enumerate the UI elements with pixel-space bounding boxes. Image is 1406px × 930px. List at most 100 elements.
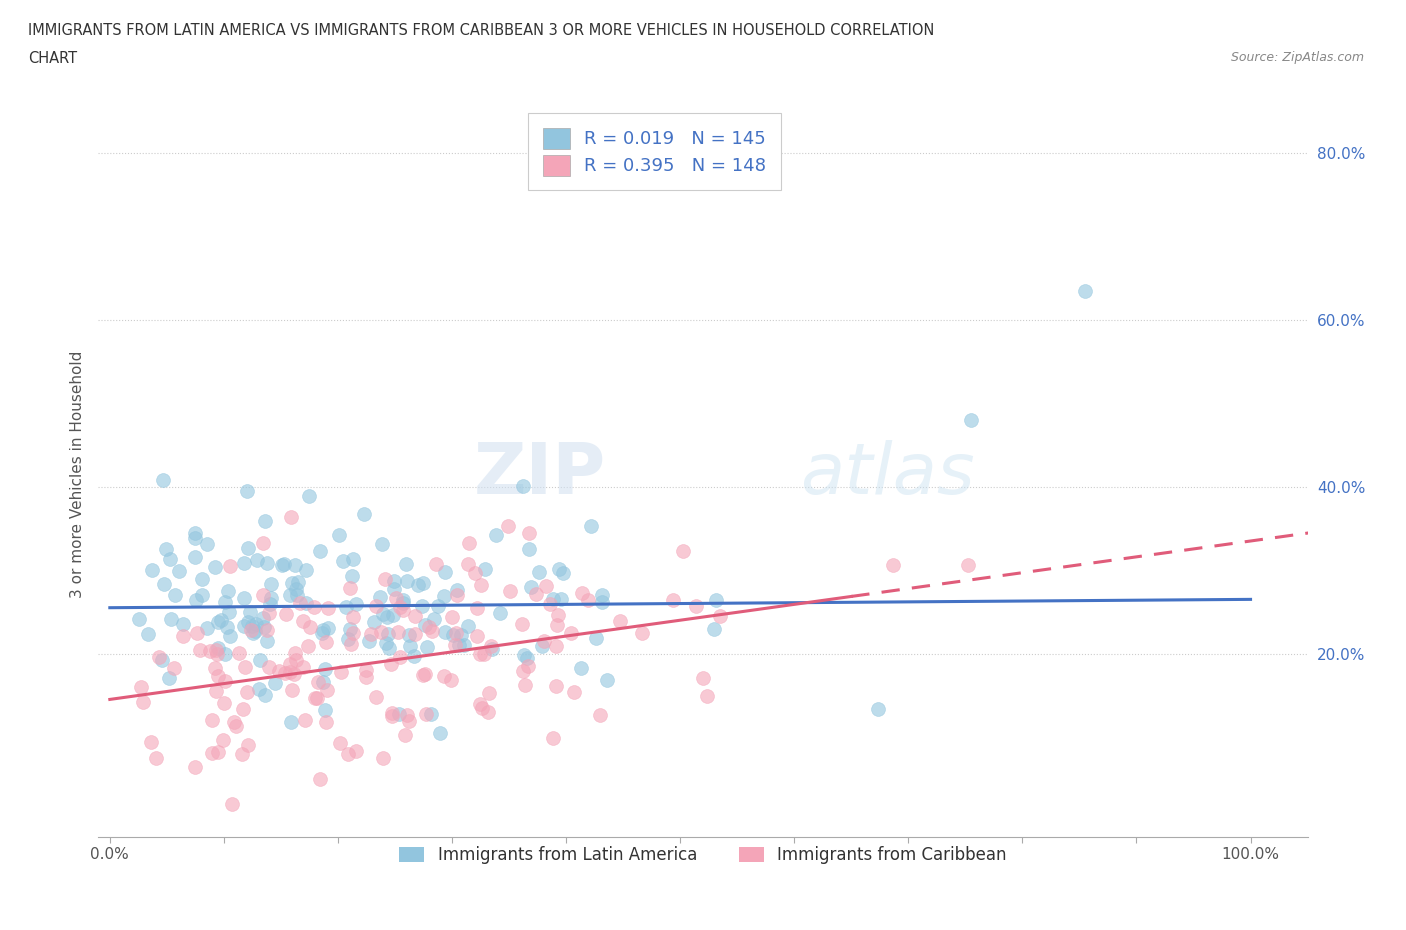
Point xyxy=(314,662,336,677)
Point xyxy=(254,688,277,703)
Point xyxy=(364,599,387,614)
Point xyxy=(245,624,267,639)
Point xyxy=(882,558,904,573)
Point xyxy=(562,684,585,699)
Point xyxy=(260,591,283,605)
Point xyxy=(387,625,409,640)
Point xyxy=(374,572,396,587)
Point xyxy=(441,610,464,625)
Point xyxy=(264,675,287,690)
Point xyxy=(423,611,446,626)
Point xyxy=(340,636,363,651)
Point xyxy=(581,519,603,534)
Point xyxy=(404,608,426,623)
Point xyxy=(294,712,316,727)
Point xyxy=(240,618,263,633)
Point xyxy=(672,543,695,558)
Point xyxy=(517,525,540,540)
Point xyxy=(256,556,278,571)
Point xyxy=(316,601,339,616)
Point xyxy=(388,707,411,722)
Point xyxy=(249,653,271,668)
Point xyxy=(377,627,399,642)
Point xyxy=(207,615,229,630)
Point xyxy=(696,688,718,703)
Point xyxy=(204,559,226,574)
Point xyxy=(278,588,301,603)
Text: ZIP: ZIP xyxy=(474,440,606,509)
Point xyxy=(198,644,221,658)
Point xyxy=(278,664,301,679)
Point xyxy=(516,658,538,673)
Point xyxy=(273,556,295,571)
Point xyxy=(276,607,298,622)
Point xyxy=(217,619,239,634)
Text: Source: ZipAtlas.com: Source: ZipAtlas.com xyxy=(1230,51,1364,64)
Point xyxy=(354,670,377,684)
Point xyxy=(239,604,262,619)
Point xyxy=(232,591,254,605)
Point xyxy=(512,664,534,679)
Point xyxy=(283,667,305,682)
Point xyxy=(477,705,499,720)
Point xyxy=(380,657,402,671)
Point xyxy=(519,541,541,556)
Point xyxy=(207,745,229,760)
Point xyxy=(470,646,492,661)
Point xyxy=(231,747,253,762)
Point xyxy=(429,726,451,741)
Point xyxy=(457,618,479,633)
Point xyxy=(394,727,416,742)
Point xyxy=(709,608,731,623)
Point xyxy=(450,628,472,643)
Point xyxy=(631,626,654,641)
Point xyxy=(547,562,569,577)
Point xyxy=(136,626,159,641)
Point xyxy=(163,660,186,675)
Point xyxy=(280,510,302,525)
Point xyxy=(225,719,247,734)
Point xyxy=(284,582,307,597)
Point xyxy=(256,622,278,637)
Point xyxy=(402,649,425,664)
Point xyxy=(371,537,394,551)
Point xyxy=(311,626,333,641)
Point xyxy=(335,600,357,615)
Point xyxy=(299,619,322,634)
Point xyxy=(685,599,707,614)
Point xyxy=(195,620,218,635)
Point xyxy=(353,507,375,522)
Text: IMMIGRANTS FROM LATIN AMERICA VS IMMIGRANTS FROM CARIBBEAN 3 OR MORE VEHICLES IN: IMMIGRANTS FROM LATIN AMERICA VS IMMIGRA… xyxy=(28,23,935,38)
Point xyxy=(474,647,496,662)
Point xyxy=(339,580,361,595)
Point xyxy=(692,671,714,685)
Point xyxy=(446,588,468,603)
Point xyxy=(312,674,335,689)
Point xyxy=(238,737,260,752)
Text: CHART: CHART xyxy=(28,51,77,66)
Point xyxy=(515,678,537,693)
Point xyxy=(228,645,250,660)
Point xyxy=(371,751,394,766)
Point xyxy=(560,625,582,640)
Point xyxy=(585,631,607,645)
Point xyxy=(444,626,467,641)
Point xyxy=(184,531,207,546)
Point xyxy=(287,574,309,589)
Point xyxy=(145,751,167,765)
Point xyxy=(201,713,224,728)
Point xyxy=(591,594,613,609)
Point xyxy=(332,554,354,569)
Point xyxy=(399,638,422,653)
Point xyxy=(259,577,281,591)
Point xyxy=(513,647,536,662)
Point xyxy=(441,628,464,643)
Point xyxy=(444,638,467,653)
Point xyxy=(247,682,270,697)
Point xyxy=(253,620,276,635)
Point xyxy=(218,604,240,619)
Point xyxy=(190,643,212,658)
Point xyxy=(209,613,232,628)
Point xyxy=(219,629,242,644)
Point xyxy=(377,609,399,624)
